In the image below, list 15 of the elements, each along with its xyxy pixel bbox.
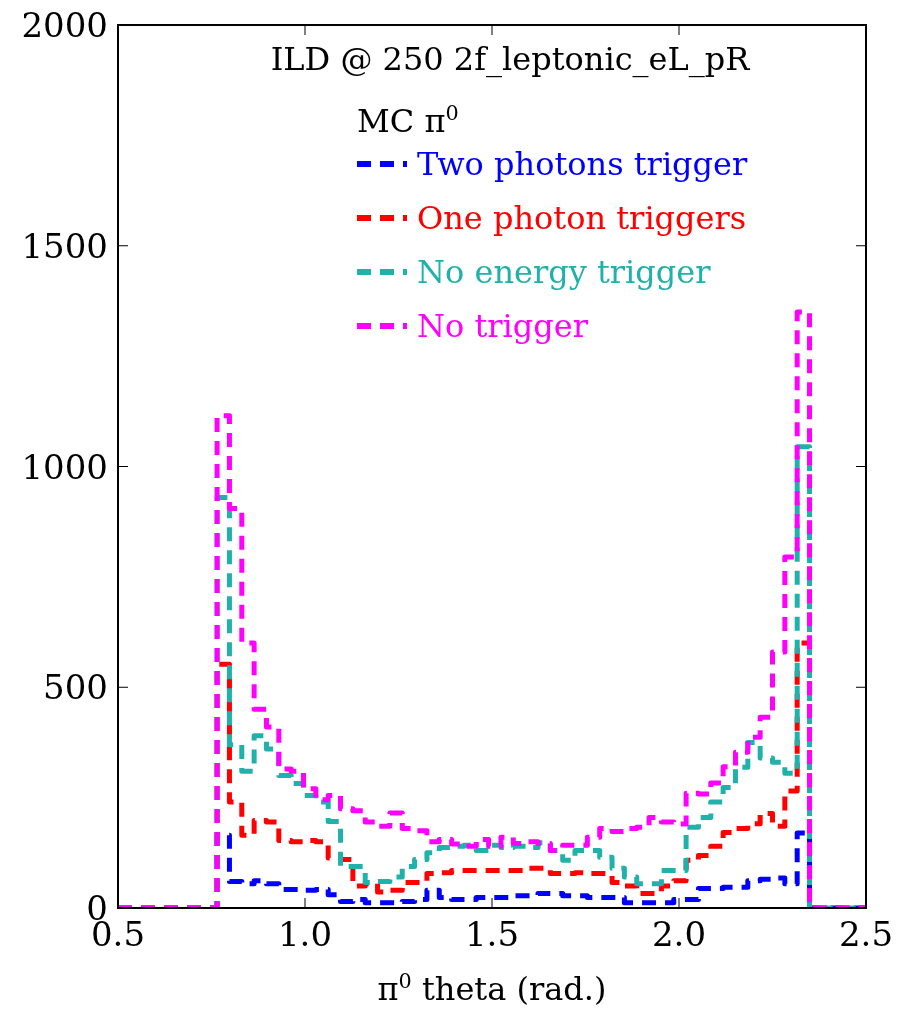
y-tick-label: 1500 xyxy=(21,225,108,266)
x-tick-label: 2.0 xyxy=(651,914,707,954)
legend-label: Two photons trigger xyxy=(417,145,749,183)
y-tick-label: 500 xyxy=(43,667,108,708)
x-tick-label: 1.0 xyxy=(277,914,333,954)
legend-label: No trigger xyxy=(417,307,589,345)
legend-label: One photon triggers xyxy=(417,199,747,237)
x-tick-label: 2.5 xyxy=(838,914,894,954)
y-tick-label: 1000 xyxy=(21,446,108,487)
legend-title: MC π$^{0}$ xyxy=(357,101,459,140)
x-axis-title: π$^{0}$ theta (rad.) xyxy=(377,969,607,1008)
legend-label: No energy trigger xyxy=(417,253,712,291)
x-tick-label: 1.5 xyxy=(464,914,520,954)
text: ILD @ 250 2f_leptonic_eL_pR xyxy=(270,40,751,78)
y-tick-label: 2000 xyxy=(21,5,108,45)
